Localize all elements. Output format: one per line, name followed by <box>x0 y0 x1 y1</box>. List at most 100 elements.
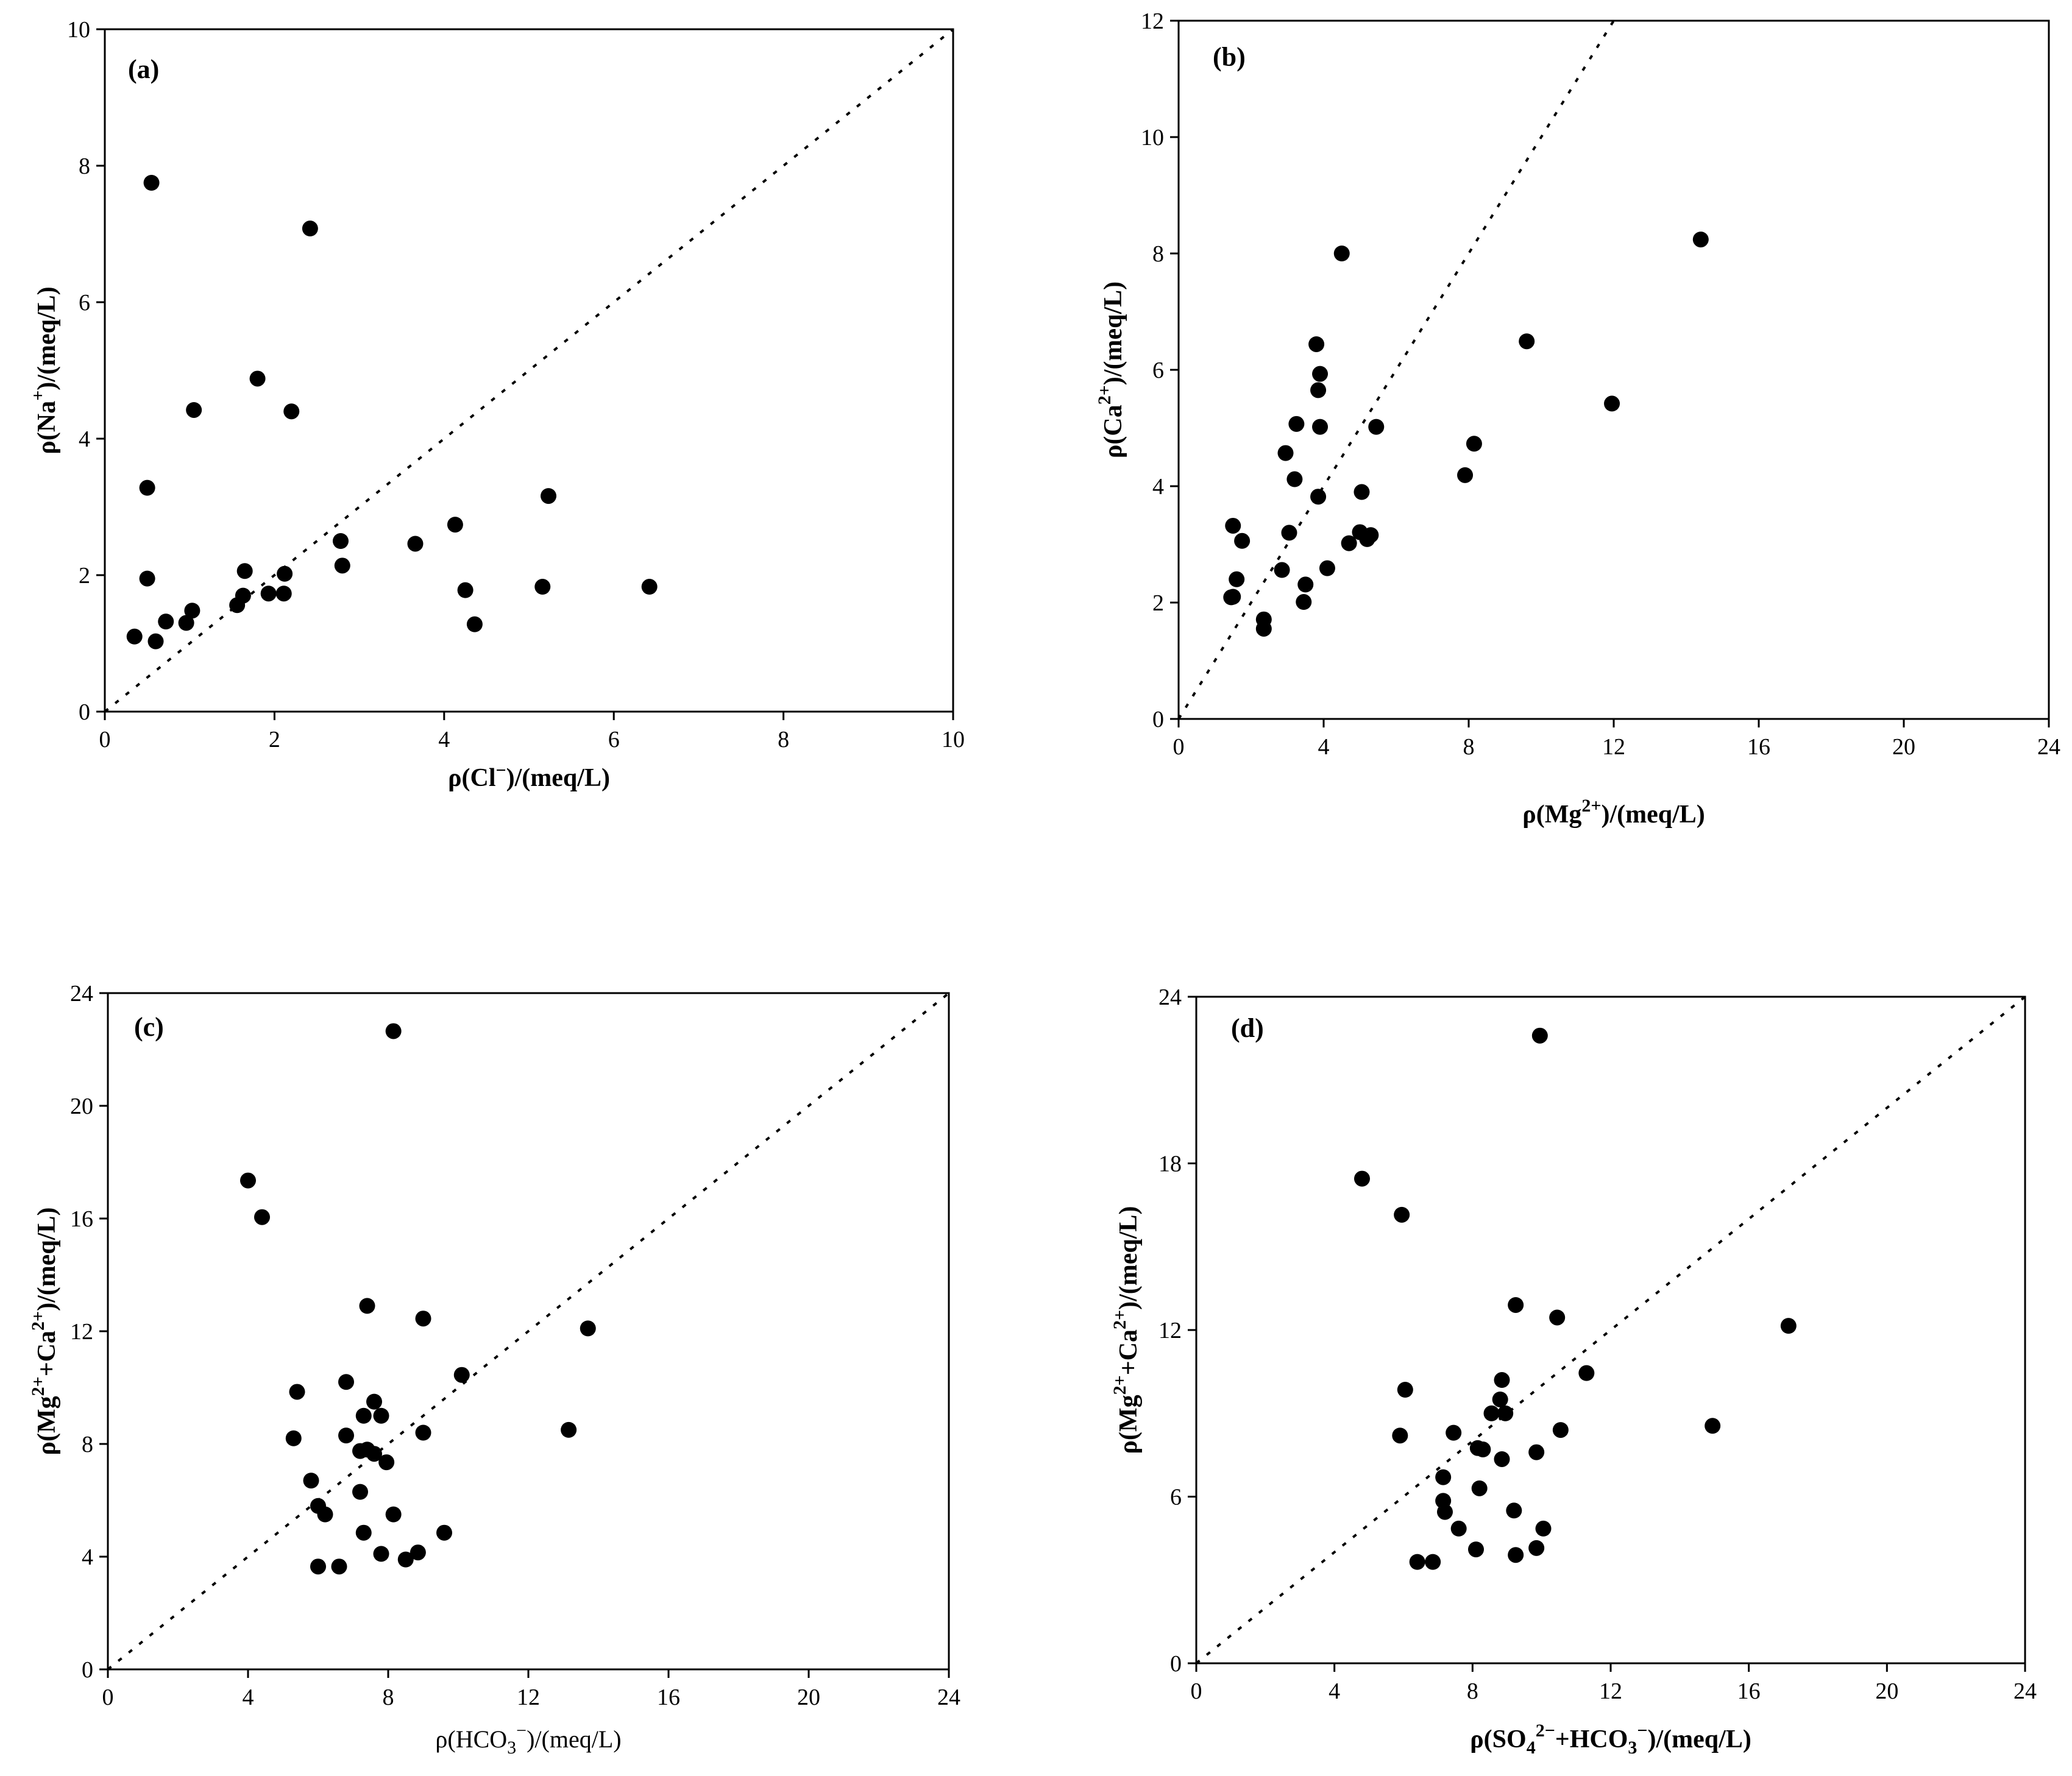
panel-a-data-point <box>277 565 293 582</box>
panel-d-data-point <box>1409 1554 1425 1570</box>
panel-a-x-tick-label: 6 <box>608 727 620 752</box>
panel-d-data-point <box>1394 1206 1410 1223</box>
panel-d-data-point <box>1578 1365 1595 1381</box>
panel-a-y-tick-label: 4 <box>79 426 90 452</box>
panel-b-frame <box>1177 19 2050 720</box>
panel-a-data-point <box>332 533 349 549</box>
panel-b-data-point <box>1255 620 1272 637</box>
panel-d-data-point <box>1508 1297 1524 1313</box>
panel-c-data-point <box>378 1454 395 1471</box>
panel-c-data-point <box>397 1551 414 1568</box>
panel-b-y-tick-label: 0 <box>1152 707 1164 732</box>
panel-c-data-point <box>453 1367 470 1383</box>
panel-c-data-point <box>385 1506 402 1523</box>
panel-b-data-point <box>1297 576 1314 593</box>
panel-b-data-point <box>1354 484 1370 500</box>
panel-d-data-point <box>1397 1382 1413 1398</box>
panel-b-reference-line <box>1177 19 1615 720</box>
panel-c-data-point <box>436 1524 452 1541</box>
panel-a-data-point <box>249 370 266 387</box>
panel-b-data-point <box>1225 589 1241 605</box>
panel-c-data-point <box>359 1298 375 1314</box>
panel-d-y-axis-title: ρ(Mg2++Ca2+)/(meq/L) <box>1110 1206 1143 1454</box>
panel-b-data-point <box>1692 232 1709 248</box>
panel-c-y-tick-label: 12 <box>70 1319 93 1345</box>
panel-c-x-tick-label: 20 <box>797 1685 820 1710</box>
panel-b-data-point <box>1286 471 1303 487</box>
panel-d-data-point <box>1471 1480 1488 1496</box>
panel-d-x-tick-label: 8 <box>1467 1679 1478 1704</box>
panel-b-x-tick-label: 20 <box>1892 734 1915 760</box>
panel-b-data-point <box>1312 419 1329 435</box>
panel-d-data-point <box>1446 1424 1462 1441</box>
panel-a-data-point <box>186 402 202 418</box>
panel-d-data-point <box>1705 1418 1721 1434</box>
panel-c-x-tick-label: 0 <box>102 1685 114 1710</box>
panel-c-y-tick-label: 4 <box>82 1544 93 1570</box>
panel-b-data-point <box>1368 419 1385 435</box>
panel-d-data-point <box>1780 1318 1797 1334</box>
panel-d-data-point <box>1494 1372 1510 1389</box>
panel-d-x-tick-label: 12 <box>1599 1679 1622 1704</box>
panel-d-x-tick-label: 0 <box>1191 1679 1202 1704</box>
panel-a-x-tick-label: 10 <box>942 727 965 752</box>
panel-b-label: (b) <box>1213 42 1246 72</box>
panel-c-data-point <box>561 1421 577 1438</box>
panel-a-data-point <box>541 488 557 504</box>
panel-d-x-tick-label: 20 <box>1875 1679 1898 1704</box>
panel-c-x-tick-label: 24 <box>937 1685 960 1710</box>
panel-a-data-point <box>334 557 350 574</box>
panel-b-data-point <box>1466 436 1482 452</box>
panel-c-x-tick-label: 4 <box>243 1685 254 1710</box>
panel-b-data-point <box>1457 467 1474 483</box>
panel-d-data-point <box>1475 1442 1491 1458</box>
panel-b-data-point <box>1296 594 1312 610</box>
panel-a-data-point <box>236 563 253 579</box>
panel-b-data-point <box>1341 535 1357 551</box>
panel-d-y-tick-label: 18 <box>1158 1152 1182 1177</box>
panel-a-data-point <box>184 603 200 619</box>
panel-d-data-point <box>1535 1520 1552 1537</box>
panel-c-y-axis-title: ρ(Mg2++Ca2+)/(meq/L) <box>28 1208 61 1456</box>
panel-a-x-axis-title: ρ(Cl−)/(meq/L) <box>448 760 610 792</box>
panel-a-data-point <box>143 175 160 191</box>
panel-c-data-point <box>303 1473 319 1489</box>
panel-d-data-point <box>1506 1502 1522 1519</box>
panel-a-y-tick-label: 8 <box>79 154 90 179</box>
panel-b-data-point <box>1234 532 1251 549</box>
panel-c-reference-line <box>107 992 950 1671</box>
panel-a-data-point <box>139 570 155 587</box>
panel-d-x-tick-label: 16 <box>1737 1679 1761 1704</box>
panel-d-data-point <box>1508 1547 1524 1563</box>
panel-d-data-point <box>1435 1469 1452 1485</box>
panel-c-data-point <box>338 1428 354 1444</box>
panel-d-y-tick-label: 6 <box>1170 1485 1182 1510</box>
panel-a-x-tick-label: 8 <box>778 727 789 752</box>
panel-b-x-axis-title: ρ(Mg2+)/(meq/L) <box>1522 796 1705 829</box>
panel-d-data-point <box>1552 1422 1569 1438</box>
panel-a-data-point <box>139 479 155 496</box>
panel-c-data-point <box>580 1320 596 1337</box>
panel-c-y-tick-label: 24 <box>70 981 93 1007</box>
panel-a-y-tick-label: 2 <box>79 563 90 589</box>
panel-c-data-point <box>415 1311 431 1327</box>
panel-c-data-point <box>338 1374 354 1390</box>
panel-b-data-point <box>1281 525 1297 541</box>
panel-b-data-point <box>1229 571 1245 587</box>
panel-d-data-point <box>1494 1451 1510 1467</box>
panel-d-y-tick-label: 24 <box>1158 985 1182 1010</box>
panel-a-x-tick-label: 2 <box>269 727 280 752</box>
panel-d-data-point <box>1528 1444 1545 1460</box>
panel-a-data-point <box>260 586 277 602</box>
panel-a-data-point <box>147 633 164 649</box>
panel-a-x-tick-label: 0 <box>99 727 111 752</box>
panel-c-data-point <box>310 1558 326 1575</box>
panel-d-data-point <box>1425 1554 1441 1570</box>
panel-b-y-tick-label: 10 <box>1141 125 1164 150</box>
panel-d-data-point <box>1354 1170 1370 1187</box>
panel-c-data-point <box>317 1506 333 1523</box>
panel-c-data-point <box>285 1430 302 1446</box>
panel-b-data-point <box>1519 333 1535 350</box>
